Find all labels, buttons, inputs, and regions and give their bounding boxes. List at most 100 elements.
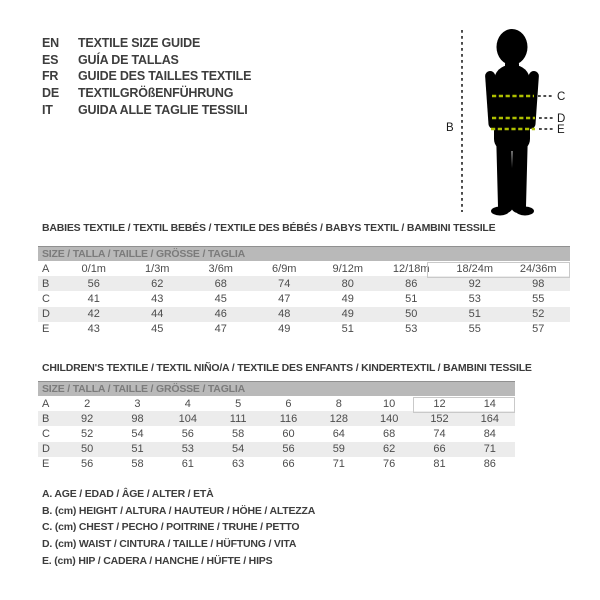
table-cell: 51 bbox=[405, 292, 418, 305]
table-cell: 47 bbox=[278, 292, 291, 305]
language-code: ES bbox=[42, 52, 59, 67]
table-cell: 68 bbox=[383, 427, 396, 440]
table-cell: 62 bbox=[151, 277, 164, 290]
table-row-a: A 0/1m 1/3m 3/6m 6/9m 9/12m 12/18m 18/24m 24/36m bbox=[38, 261, 570, 276]
table-cell: 6 bbox=[285, 397, 292, 410]
table-row-b: B 92 98 104 111 116 128 140 152 164 bbox=[38, 411, 515, 427]
table-cell: 84 bbox=[483, 427, 496, 440]
table-cell: 4 bbox=[184, 397, 191, 410]
table-cell: 164 bbox=[480, 412, 499, 425]
table-cell: 52 bbox=[81, 427, 94, 440]
language-guide: EN TEXTILE SIZE GUIDE ES GUÍA DE TALLAS FR GU… bbox=[42, 35, 251, 118]
table-cell: 14 bbox=[483, 397, 496, 410]
row-label: A bbox=[42, 397, 50, 410]
row-label: B bbox=[42, 412, 50, 425]
table-cell: 53 bbox=[468, 292, 481, 305]
table-cell: 55 bbox=[532, 292, 545, 305]
table-cell: 58 bbox=[232, 427, 245, 440]
table-cell: 86 bbox=[405, 277, 418, 290]
size-header-band: SIZE / TALLA / TAILLE / GRÖSSE / TAGLIA bbox=[38, 247, 570, 261]
table-cell: 128 bbox=[329, 412, 348, 425]
language-title: GUIDA ALLE TAGLIE TESSILI bbox=[78, 102, 248, 117]
table-cell: 48 bbox=[278, 308, 291, 321]
language-code: EN bbox=[42, 36, 59, 51]
child-silhouette bbox=[485, 29, 539, 216]
legend-item-a: A. AGE / EDAD / ÂGE / ALTER / ETÀ bbox=[42, 488, 214, 501]
table-cell: 1/3m bbox=[145, 262, 170, 275]
language-code: DE bbox=[42, 86, 59, 101]
legend-item-c: C. (cm) CHEST / PECHO / POITRINE / TRUHE… bbox=[42, 521, 300, 534]
table-row-e: E 56 58 61 63 66 71 76 81 86 bbox=[38, 457, 515, 472]
language-title: GUIDE DES TAILLES TEXTILE bbox=[78, 69, 252, 84]
language-title: TEXTILGRÖßENFÜHRUNG bbox=[78, 86, 234, 101]
table-cell: 59 bbox=[332, 443, 345, 456]
table-cell: 56 bbox=[282, 443, 295, 456]
table-cell: 98 bbox=[532, 277, 545, 290]
row-label: D bbox=[42, 308, 50, 321]
table-cell: 76 bbox=[383, 458, 396, 471]
table-cell: 54 bbox=[232, 443, 245, 456]
row-label: A bbox=[42, 262, 50, 275]
table-cell: 80 bbox=[341, 277, 354, 290]
table-cell: 44 bbox=[151, 308, 164, 321]
table-cell: 111 bbox=[229, 412, 247, 425]
table-cell: 54 bbox=[131, 427, 144, 440]
table-cell: 46 bbox=[214, 308, 227, 321]
hip-label: E bbox=[557, 124, 565, 136]
legend-item-b: B. (cm) HEIGHT / ALTURA / HAUTEUR / HÖHE… bbox=[42, 504, 316, 517]
table-cell: 45 bbox=[214, 292, 227, 305]
row-label: B bbox=[42, 277, 50, 290]
table-cell: 58 bbox=[131, 458, 144, 471]
table-cell: 41 bbox=[87, 292, 100, 305]
measurement-legend: A. AGE / EDAD / ÂGE / ALTER / ETÀ B. (cm)… bbox=[42, 486, 315, 569]
table-row-c: C 52 54 56 58 60 64 68 74 84 bbox=[38, 426, 515, 441]
children-size-table: SIZE / TALLA / TAILLE / GRÖSSE / TAGLIA A… bbox=[38, 381, 515, 472]
language-row-fr: FR GUIDE DES TAILLES TEXTILE bbox=[42, 68, 251, 85]
table-cell: 12 bbox=[433, 397, 446, 410]
table-cell: 0/1m bbox=[81, 262, 106, 275]
table-cell: 45 bbox=[151, 323, 164, 336]
table-cell: 10 bbox=[383, 397, 396, 410]
table-row-a: A 2 3 4 5 6 8 10 12 14 bbox=[38, 396, 515, 411]
table-cell: 92 bbox=[468, 277, 481, 290]
size-header-band: SIZE / TALLA / TAILLE / GRÖSSE / TAGLIA bbox=[38, 382, 515, 396]
table-cell: 53 bbox=[405, 323, 418, 336]
table-cell: 51 bbox=[341, 323, 354, 336]
table-row-c: C 41 43 45 47 49 51 53 55 bbox=[38, 291, 570, 306]
table-cell: 104 bbox=[178, 412, 197, 425]
table-cell: 6/9m bbox=[272, 262, 297, 275]
table-cell: 5 bbox=[235, 397, 242, 410]
language-title: TEXTILE SIZE GUIDE bbox=[78, 36, 201, 51]
table-row-d: D 50 51 53 54 56 59 62 66 71 bbox=[38, 441, 515, 457]
table-cell: 61 bbox=[181, 458, 194, 471]
row-label: E bbox=[42, 458, 50, 471]
table-cell: 57 bbox=[532, 323, 545, 336]
language-row-it: IT GUIDA ALLE TAGLIE TESSILI bbox=[42, 101, 251, 118]
table-cell: 12/18m bbox=[392, 262, 430, 275]
table-cell: 68 bbox=[214, 277, 227, 290]
table-cell: 51 bbox=[468, 308, 481, 321]
table-cell: 47 bbox=[214, 323, 227, 336]
row-label: C bbox=[42, 292, 50, 305]
table-cell: 55 bbox=[468, 323, 481, 336]
language-row-de: DE TEXTILGRÖßENFÜHRUNG bbox=[42, 85, 251, 102]
chest-label: C bbox=[557, 91, 565, 103]
table-row-b: B 56 62 68 74 80 86 92 98 bbox=[38, 276, 570, 292]
table-cell: 98 bbox=[131, 412, 144, 425]
table-cell: 3/6m bbox=[208, 262, 233, 275]
table-cell: 66 bbox=[433, 443, 446, 456]
language-row-en: EN TEXTILE SIZE GUIDE bbox=[42, 35, 251, 52]
language-code: IT bbox=[42, 102, 53, 117]
child-measurement-diagram: B C D E bbox=[446, 29, 565, 216]
table-cell: 51 bbox=[131, 443, 144, 456]
table-cell: 43 bbox=[87, 323, 100, 336]
babies-size-table: SIZE / TALLA / TAILLE / GRÖSSE / TAGLIA A… bbox=[38, 246, 570, 337]
height-label: B bbox=[446, 122, 454, 134]
table-cell: 50 bbox=[81, 443, 94, 456]
table-cell: 49 bbox=[278, 323, 291, 336]
table-cell: 3 bbox=[134, 397, 141, 410]
table-cell: 62 bbox=[383, 443, 396, 456]
table-cell: 64 bbox=[332, 427, 345, 440]
table-cell: 66 bbox=[282, 458, 295, 471]
